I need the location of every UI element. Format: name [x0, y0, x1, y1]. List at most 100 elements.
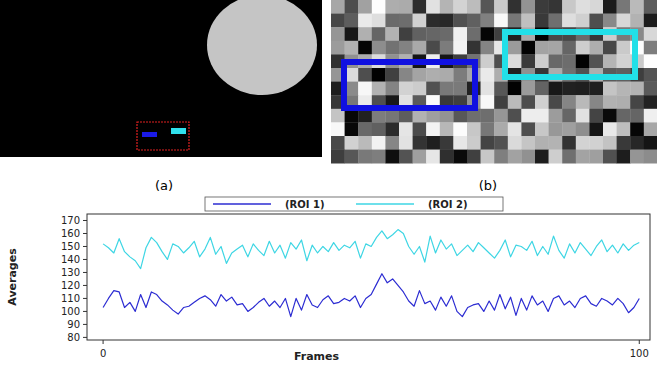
pixel	[385, 150, 399, 164]
y-tick	[83, 324, 87, 325]
pixel	[535, 41, 549, 55]
pixel	[535, 0, 549, 14]
pixel	[603, 14, 617, 28]
plot-frame	[87, 214, 650, 340]
pixel	[481, 150, 495, 164]
x-tick-label: 100	[630, 348, 649, 359]
pixel	[372, 122, 386, 136]
zoom-box	[137, 122, 189, 150]
pixel	[589, 95, 603, 109]
pixel	[453, 41, 467, 55]
pixel	[549, 54, 563, 68]
pixel	[521, 150, 535, 164]
pixel	[481, 122, 495, 136]
pixel	[494, 109, 508, 123]
pixel	[413, 41, 427, 55]
pixel	[331, 27, 345, 41]
pixel	[426, 0, 440, 14]
pixel	[453, 68, 467, 82]
pixel	[644, 27, 657, 41]
y-tick	[83, 298, 87, 299]
pixel	[481, 54, 495, 68]
y-tick	[83, 259, 87, 260]
pixel	[399, 82, 413, 96]
pixel	[576, 122, 590, 136]
pixel	[372, 27, 386, 41]
pixel	[481, 0, 495, 14]
pixel	[630, 136, 644, 150]
pixel	[603, 150, 617, 164]
pixel	[589, 109, 603, 123]
pixel	[467, 0, 481, 14]
pixel	[481, 27, 495, 41]
pixel	[644, 136, 657, 150]
pixel	[617, 41, 631, 55]
pixel	[494, 122, 508, 136]
pixel	[644, 0, 657, 14]
pixel	[345, 136, 359, 150]
pixel	[426, 14, 440, 28]
pixel	[345, 0, 359, 14]
y-tick	[83, 285, 87, 286]
pixel	[372, 136, 386, 150]
pixel	[426, 27, 440, 41]
pixel	[358, 82, 372, 96]
pixel	[453, 136, 467, 150]
pixel	[508, 109, 522, 123]
pixel	[413, 136, 427, 150]
pixel	[617, 14, 631, 28]
pixel	[413, 14, 427, 28]
pixel	[549, 0, 563, 14]
y-tick	[83, 272, 87, 273]
pixel	[481, 95, 495, 109]
pixel	[358, 150, 372, 164]
pixel	[549, 109, 563, 123]
pixel	[521, 54, 535, 68]
y-tick	[83, 311, 87, 312]
pixel	[399, 122, 413, 136]
y-tick-label: 100	[61, 306, 80, 317]
pixel	[481, 41, 495, 55]
pixel	[508, 54, 522, 68]
pixel	[494, 95, 508, 109]
pixel	[535, 14, 549, 28]
pixel	[453, 122, 467, 136]
pixel	[467, 122, 481, 136]
pixel	[589, 0, 603, 14]
roi1-box	[344, 62, 475, 108]
pixel	[345, 14, 359, 28]
pixel	[372, 41, 386, 55]
roi2-box	[505, 32, 635, 77]
panel-b	[331, 0, 657, 164]
pixel	[576, 0, 590, 14]
pixel	[467, 150, 481, 164]
pixel	[535, 82, 549, 96]
pixel	[399, 0, 413, 14]
pixel	[494, 136, 508, 150]
pixel	[399, 68, 413, 82]
y-tick-label: 170	[61, 215, 80, 226]
pixel	[576, 95, 590, 109]
pixel	[644, 109, 657, 123]
legend: (ROI 1)(ROI 2)	[205, 197, 503, 211]
x-axis-label: Frames	[294, 350, 340, 363]
pixel	[331, 0, 345, 14]
pixel	[426, 136, 440, 150]
pixel	[617, 82, 631, 96]
pixel	[535, 122, 549, 136]
pixel	[576, 41, 590, 55]
legend-frame	[205, 197, 503, 211]
pixel	[562, 41, 576, 55]
pixel	[440, 27, 454, 41]
y-tick	[83, 246, 87, 247]
pixel	[453, 150, 467, 164]
pixel	[603, 109, 617, 123]
pixel	[562, 54, 576, 68]
pixel	[521, 95, 535, 109]
pixel	[426, 150, 440, 164]
pixel	[589, 54, 603, 68]
y-tick-label: 130	[61, 267, 80, 278]
pixel	[440, 150, 454, 164]
pixel	[535, 54, 549, 68]
pixel	[644, 14, 657, 28]
